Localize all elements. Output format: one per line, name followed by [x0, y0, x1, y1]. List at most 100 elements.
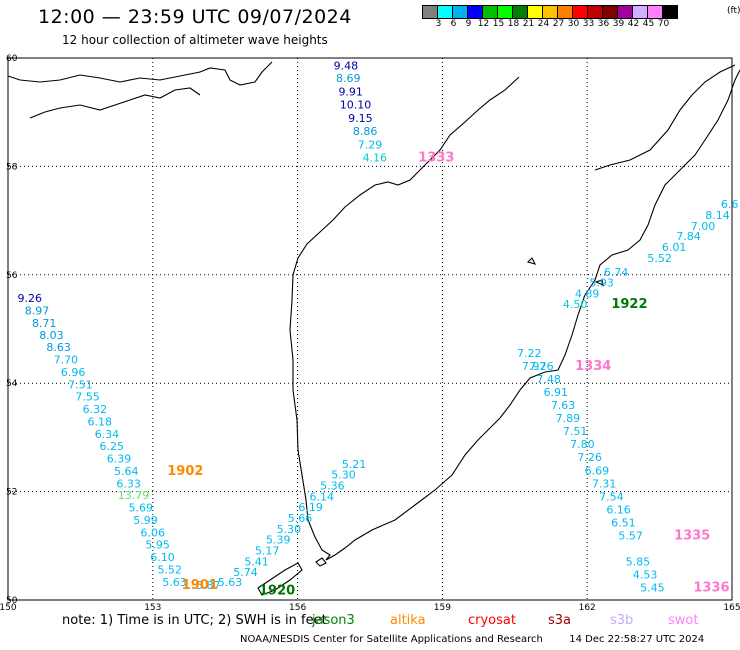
legend-swatches — [422, 5, 678, 19]
credit-text: NOAA/NESDIS Center for Satellite Applica… — [240, 634, 543, 645]
swh-value: 5.17 — [255, 544, 280, 557]
island-small-2 — [594, 279, 604, 286]
y-tick-label: 58 — [6, 162, 18, 172]
swh-value: 5.45 — [640, 581, 665, 594]
swh-value: 10.10 — [340, 98, 372, 111]
swh-value: 9.26 — [17, 292, 42, 305]
swh-value: 5.52 — [647, 252, 672, 265]
y-tick-label: 56 — [6, 271, 18, 281]
legend-ticks: 3 6 9 12 15 18 21 24 27 30 33 36 39 42 45 70 — [431, 19, 677, 29]
map-frame — [7, 57, 733, 601]
swh-value: 7.26 — [529, 360, 554, 373]
swh-value: 5.99 — [133, 514, 158, 527]
legend-tick: 33 — [582, 19, 595, 29]
track-id-label: 1334 — [575, 359, 611, 374]
legend-tick: 70 — [657, 19, 670, 29]
island-paramushir — [257, 562, 303, 596]
swh-value: 5.30 — [277, 523, 302, 536]
legend-tick: 39 — [612, 19, 625, 29]
swh-value: 7.22 — [517, 347, 542, 360]
swh-value: 7.51 — [68, 379, 93, 392]
swh-value: 5.41 — [244, 555, 269, 568]
swh-value: 6.01 — [662, 241, 687, 254]
footer-note: note: 1) Time is in UTC; 2) SWH is in fe… — [62, 613, 327, 628]
y-tick-label: 50 — [6, 596, 18, 606]
track-id-label: 1336 — [693, 580, 729, 595]
swh-value: 7.97 — [522, 360, 547, 373]
x-tick-label: 153 — [144, 603, 161, 613]
swh-value: 5.52 — [157, 563, 182, 576]
island-small — [526, 257, 537, 265]
swh-value: 5.66 — [288, 512, 313, 525]
swh-value: 6.6 — [721, 198, 739, 211]
swh-value: 8.14 — [705, 209, 730, 222]
swh-value: 7.63 — [551, 399, 576, 412]
swh-value: 5.69 — [128, 502, 153, 515]
footer-credit: NOAA/NESDIS Center for Satellite Applica… — [240, 634, 704, 645]
swh-value: 6.34 — [95, 428, 120, 441]
swh-value: 9.48 — [334, 59, 359, 72]
legend-tick: 6 — [450, 19, 457, 29]
satellite-label: swot — [668, 613, 699, 628]
swh-value: 6.69 — [585, 464, 610, 477]
swh-value: 6.32 — [83, 403, 108, 416]
swh-value: 8.03 — [39, 329, 64, 342]
swh-value: 7.55 — [75, 391, 100, 404]
track-id-label: 1335 — [674, 528, 710, 543]
coastline-northwest — [7, 61, 273, 86]
swh-value: 6.25 — [100, 440, 125, 453]
page-title: 12:00 — 23:59 UTC 09/07/2024 — [38, 6, 352, 28]
legend-tick: 24 — [537, 19, 550, 29]
swh-value: 6.51 — [611, 516, 636, 529]
legend-tick: 45 — [642, 19, 655, 29]
swh-value: 6.16 — [606, 503, 631, 516]
swh-value: 8.86 — [353, 125, 378, 138]
swh-value: 6.96 — [61, 366, 86, 379]
swh-value: 5.74 — [233, 566, 258, 579]
coastline-peninsula — [29, 87, 201, 119]
swh-value: 6.06 — [141, 527, 166, 540]
swh-value: 5.21 — [342, 458, 367, 471]
swh-value: 5.95 — [145, 539, 170, 552]
swh-value: 7.54 — [599, 490, 624, 503]
color-legend: 3 6 9 12 15 18 21 24 27 30 33 36 39 42 45 70 (ft) — [422, 5, 740, 29]
swh-value: 4.16 — [363, 152, 388, 165]
swh-value: 5.57 — [618, 529, 643, 542]
legend-tick: 27 — [552, 19, 565, 29]
swh-value: 4.50 — [563, 298, 588, 311]
swh-value: 8.69 — [336, 72, 361, 85]
timestamp: 14 Dec 22:58:27 UTC 2024 — [569, 634, 705, 645]
swh-value: 6.10 — [150, 551, 175, 564]
legend-tick: 15 — [492, 19, 505, 29]
satellite-label: cryosat — [468, 613, 516, 628]
track-id-label: 1920 — [259, 584, 295, 599]
satellite-label: jason3 — [312, 613, 355, 628]
x-tick-label: 156 — [289, 603, 306, 613]
legend-tick: 12 — [477, 19, 490, 29]
swh-value: 6.18 — [87, 415, 112, 428]
y-tick-label: 54 — [6, 379, 18, 389]
y-tick-label: 60 — [6, 54, 18, 64]
swh-value: 8.63 — [46, 341, 71, 354]
legend-tick: 9 — [465, 19, 472, 29]
swh-value: 5.36 — [320, 479, 345, 492]
swh-value: 9.91 — [338, 85, 363, 98]
swh-value: 7.48 — [536, 373, 561, 386]
swh-value: 13.79 — [118, 489, 150, 502]
swh-value: 6.19 — [298, 501, 323, 514]
coastline-kamchatka-east — [325, 69, 740, 561]
swh-value: 9.15 — [348, 112, 373, 125]
legend-tick: 18 — [507, 19, 520, 29]
swh-value: 6.91 — [544, 386, 569, 399]
swh-value: 6.33 — [116, 477, 141, 490]
x-tick-label: 159 — [434, 603, 451, 613]
swh-value: 5.93 — [589, 277, 614, 290]
swh-value: 5.63 — [162, 576, 187, 589]
swh-value: 4.53 — [633, 568, 658, 581]
satellite-label: altika — [390, 613, 426, 628]
swh-value: 6.14 — [309, 490, 334, 503]
swh-value: 7.80 — [570, 438, 595, 451]
swh-value: 8.97 — [25, 304, 50, 317]
swh-value: 6.39 — [107, 452, 132, 465]
